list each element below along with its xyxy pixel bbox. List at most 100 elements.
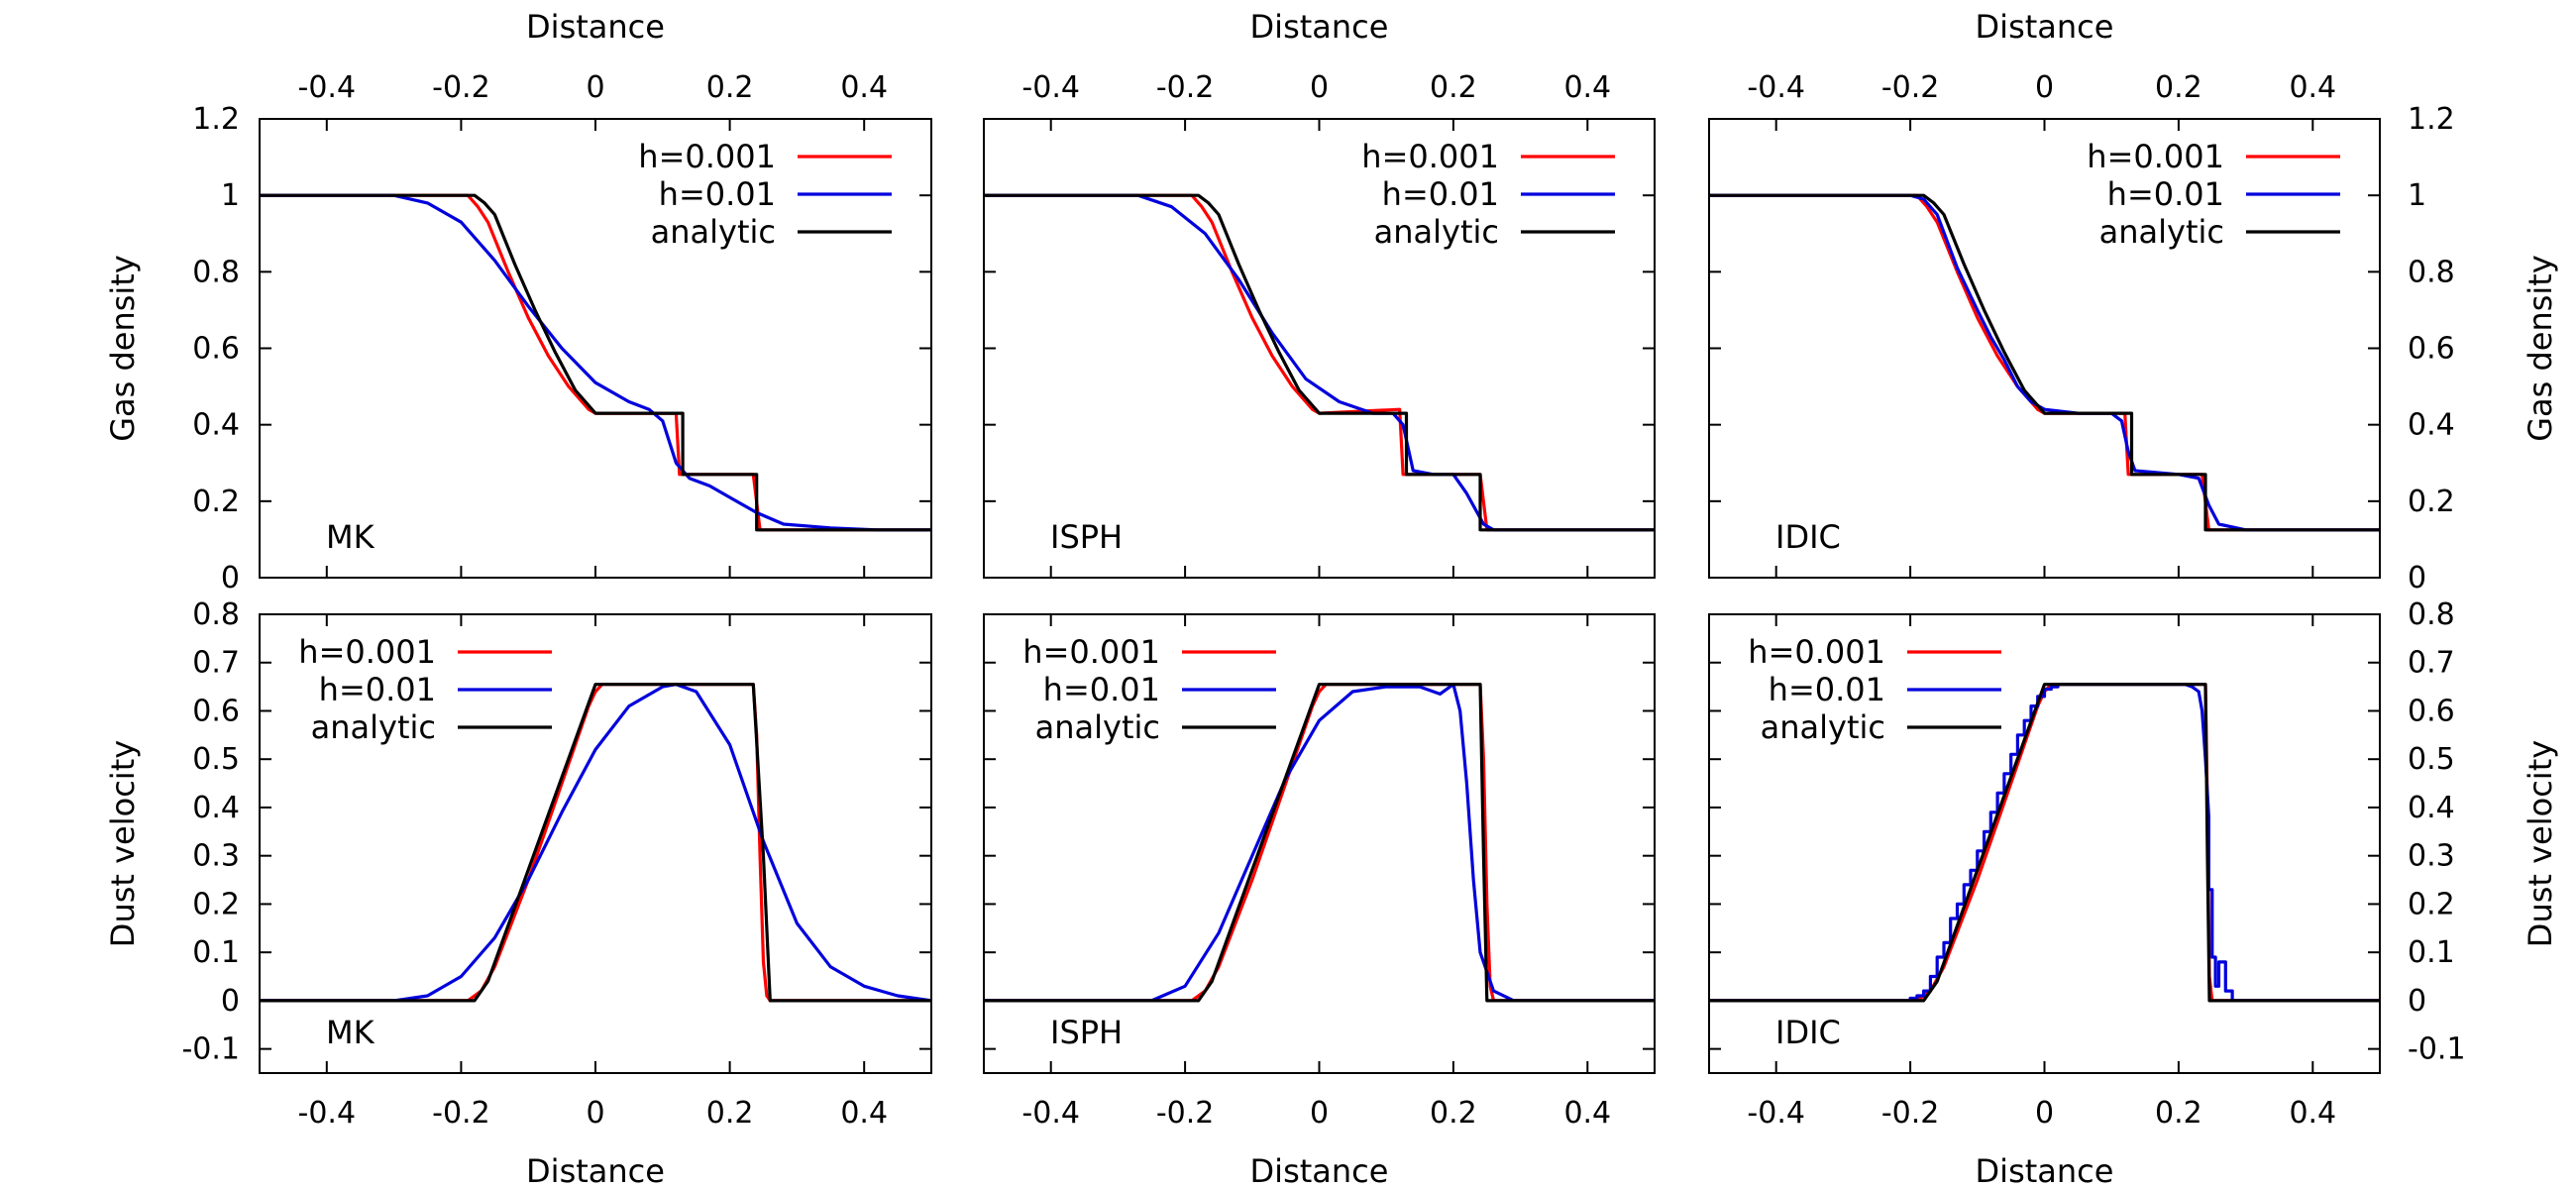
legend-label: analytic: [1035, 708, 1160, 746]
panel-bottom-left: -0.4 -0.2 0 0.2 0.4 -0.1 0 0.1 0.2 0.3 0.4 0.5 0.6 0.…: [104, 597, 932, 1189]
y-tick-label: 0.3: [192, 839, 240, 874]
plot-frame: [259, 118, 932, 579]
panel-label: MK: [326, 518, 376, 556]
legend-label: analytic: [1761, 708, 1885, 746]
y-tick-label: 0.3: [2408, 839, 2455, 874]
x-tick-label: 0.2: [1430, 70, 1477, 105]
series-line-analytic: [1709, 193, 2380, 532]
panel-top-right: -0.4 -0.2 0 0.2 0.4 0 0.2 0.4 0.6 0.8 1 1.2 Distance…: [1708, 8, 2559, 595]
x-tick-label: 0.4: [840, 1096, 888, 1131]
y-tick-label: 0: [2408, 561, 2426, 595]
y-tick-label: 0.8: [192, 255, 240, 289]
y-tick-label: 0: [2408, 984, 2426, 1019]
series-line-h-0-01: [984, 683, 1655, 1003]
legend-label: analytic: [651, 213, 776, 251]
legend-label: h=0.01: [1043, 671, 1160, 708]
x-tick-label: 0.2: [706, 70, 754, 105]
panel-label: IDIC: [1775, 518, 1841, 556]
panel-label: ISPH: [1050, 1014, 1123, 1051]
legend-label: h=0.01: [319, 671, 436, 708]
y-tick-label: 0.2: [2408, 887, 2455, 921]
x-tick-label: -0.4: [298, 1096, 357, 1131]
y-tick-label: 0: [221, 984, 240, 1019]
series-line-h-0-01: [1709, 193, 2380, 532]
panel-top-middle: -0.4 -0.2 0 0.2 0.4 Distance ISPH h=0.001h=0.01…: [983, 8, 1656, 579]
y-tick-label: 1: [221, 178, 240, 213]
legend-label: analytic: [311, 708, 436, 746]
legend-label: h=0.001: [638, 138, 776, 175]
x-tick-label: -0.4: [1747, 70, 1805, 105]
x-tick-label: -0.2: [1881, 70, 1940, 105]
series-line-analytic: [260, 193, 931, 532]
legend-label: h=0.001: [2087, 138, 2224, 175]
legend-label: analytic: [1374, 213, 1499, 251]
plot-frame: [983, 118, 1656, 579]
x-tick-label: 0.4: [840, 70, 888, 105]
y-tick-label: 1: [2408, 178, 2426, 213]
y-tick-label: 0.2: [192, 485, 240, 519]
legend-label: analytic: [2099, 213, 2224, 251]
y-axis-title: Dust velocity: [104, 740, 142, 947]
x-axis-title: Distance: [1976, 8, 2114, 46]
y-tick-label: 0.4: [192, 408, 240, 443]
series-line-h-0-001: [984, 193, 1655, 532]
y-axis-title: Dust velocity: [2522, 740, 2559, 947]
x-tick-label: 0.2: [2155, 1096, 2202, 1131]
legend-label: h=0.001: [1748, 633, 1885, 671]
y-tick-label: 0.7: [192, 646, 240, 681]
x-tick-label: 0.2: [1430, 1096, 1477, 1131]
y-tick-label: 0.1: [192, 935, 240, 970]
series-line-h-0-01: [260, 193, 931, 532]
y-tick-label: 0.6: [192, 694, 240, 728]
x-tick-label: 0: [2035, 70, 2054, 105]
x-tick-label: 0.2: [706, 1096, 754, 1131]
y-tick-label: 0.1: [2408, 935, 2455, 970]
panel-bottom-middle: -0.4 -0.2 0 0.2 0.4 Distance ISPH h=0.001h=0.01…: [983, 613, 1656, 1189]
legend-label: h=0.001: [1361, 138, 1499, 175]
x-axis-title: Distance: [1976, 1152, 2114, 1189]
series-line-h-0-01: [984, 193, 1655, 532]
legend-label: h=0.01: [659, 175, 776, 213]
y-tick-label: -0.1: [2408, 1032, 2466, 1067]
y-tick-label: 0.8: [2408, 255, 2455, 289]
series-line-analytic: [1709, 683, 2380, 1003]
x-tick-label: 0: [586, 1096, 604, 1131]
y-axis-title: Gas density: [2522, 255, 2559, 442]
x-tick-label: 0.4: [1563, 70, 1611, 105]
x-tick-label: -0.4: [1021, 1096, 1080, 1131]
x-tick-label: -0.2: [1881, 1096, 1940, 1131]
x-tick-label: 0.4: [2289, 70, 2336, 105]
y-tick-label: 1.2: [192, 102, 240, 137]
legend-label: h=0.001: [1022, 633, 1160, 671]
x-tick-label: 0: [1310, 70, 1329, 105]
x-tick-label: -0.4: [1747, 1096, 1805, 1131]
x-axis-title: Distance: [526, 1152, 665, 1189]
y-tick-label: 0.4: [2408, 791, 2455, 825]
x-tick-label: 0: [586, 70, 604, 105]
legend-label: h=0.01: [1382, 175, 1499, 213]
y-tick-label: 0.2: [2408, 485, 2455, 519]
series-line-analytic: [984, 683, 1655, 1003]
y-axis-title: Gas density: [104, 255, 142, 442]
legend-label: h=0.001: [298, 633, 436, 671]
series-line-h-0-01: [260, 683, 931, 1003]
x-axis-title: Distance: [526, 8, 665, 46]
series-line-h-0-001: [260, 193, 931, 532]
plot-frame: [1708, 118, 2381, 579]
panel-bottom-right: -0.4 -0.2 0 0.2 0.4 -0.1 0 0.1 0.2 0.3 0.4 0.5 0.6 0.…: [1708, 597, 2559, 1189]
y-tick-label: 0.5: [192, 742, 240, 777]
legend-label: h=0.01: [1769, 671, 1885, 708]
x-tick-label: -0.2: [432, 70, 490, 105]
x-tick-label: -0.2: [432, 1096, 490, 1131]
x-tick-label: -0.4: [1021, 70, 1080, 105]
y-tick-label: 0: [221, 561, 240, 595]
y-tick-label: 0.4: [2408, 408, 2455, 443]
panel-label: MK: [326, 1014, 376, 1051]
panel-label: IDIC: [1775, 1014, 1841, 1051]
